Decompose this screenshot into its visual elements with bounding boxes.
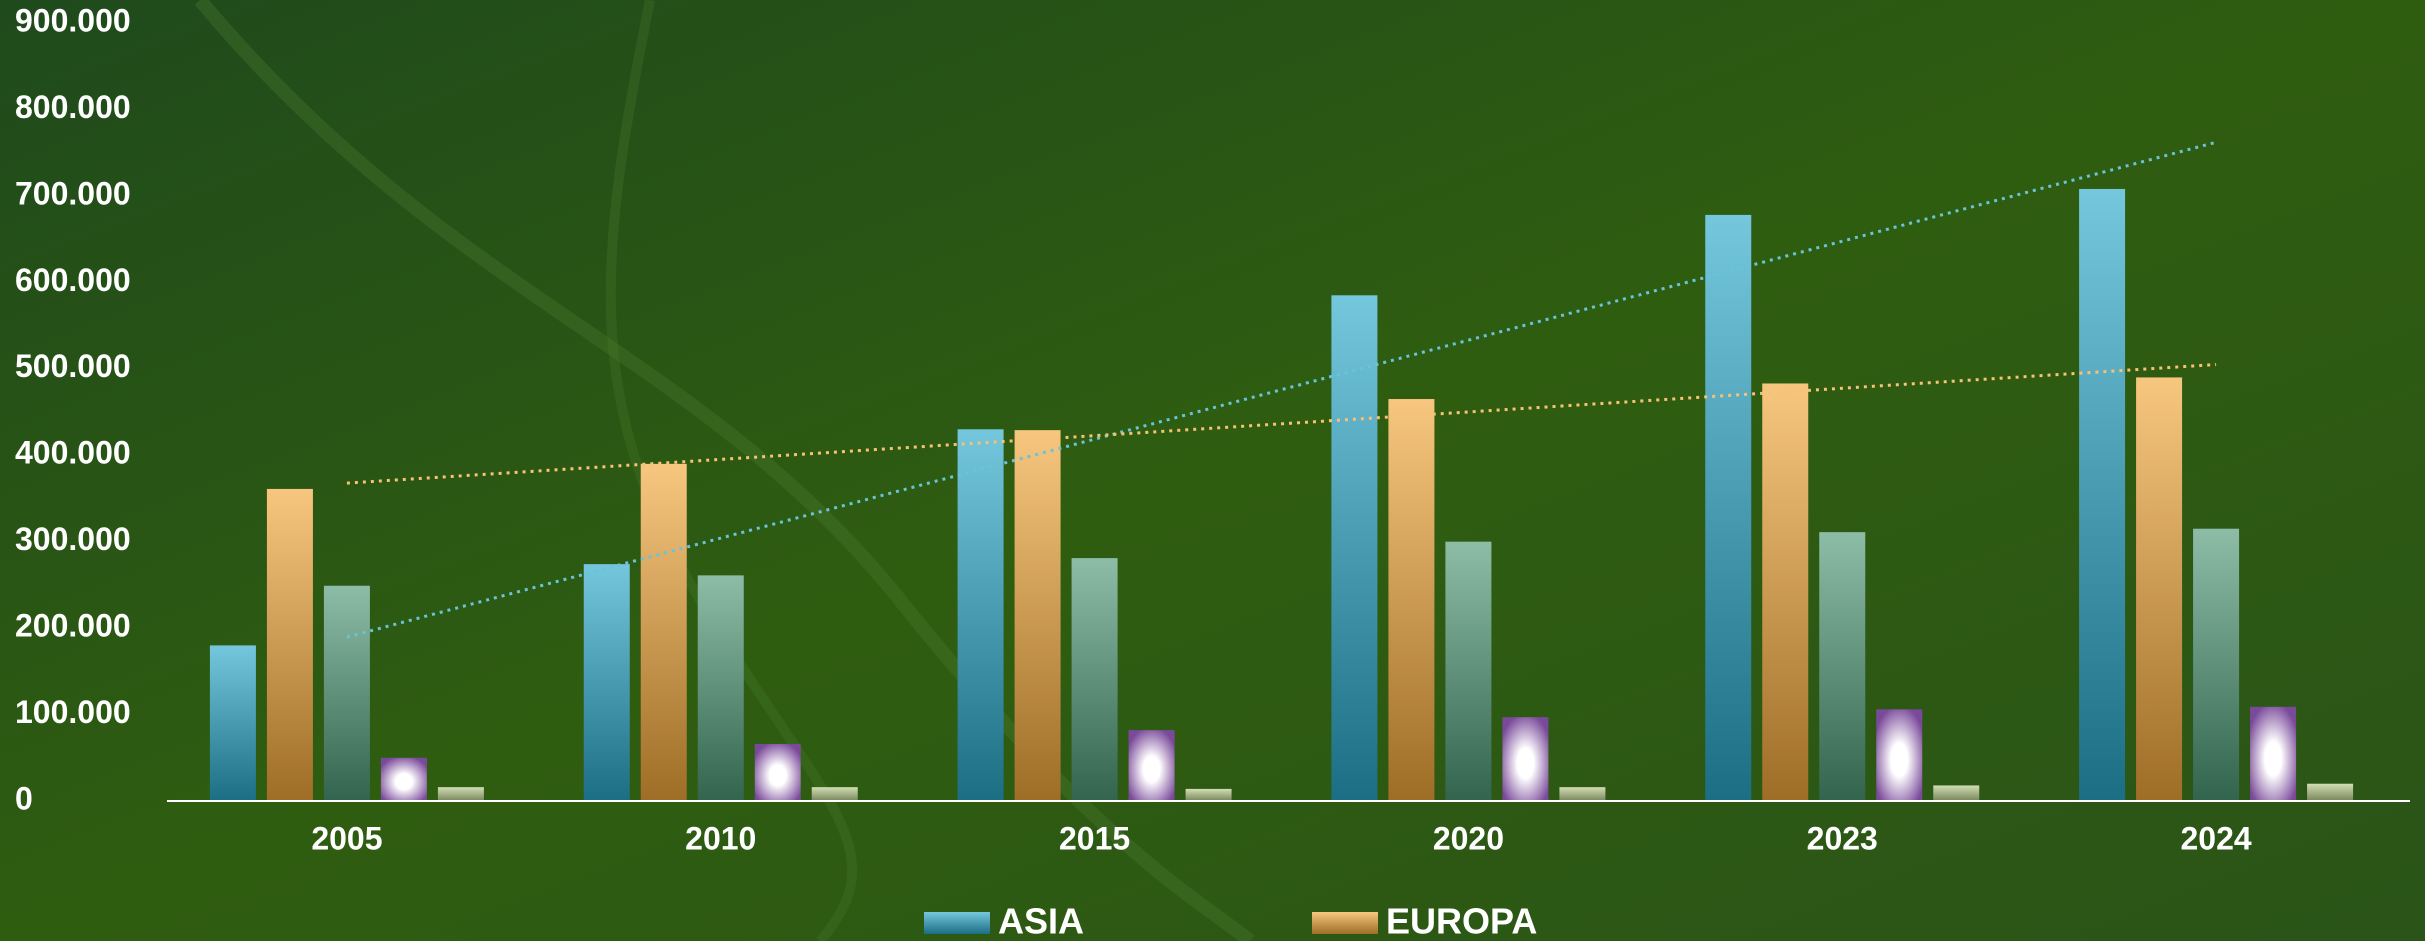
x-tick-label: 2005: [311, 820, 382, 856]
legend-swatch: [924, 912, 990, 934]
bar: [811, 787, 858, 801]
bar: [1762, 383, 1809, 801]
y-tick-label: 800.000: [15, 89, 131, 125]
bar: [754, 743, 801, 801]
bar: [380, 757, 427, 801]
bar: [2307, 783, 2354, 801]
bar: [1445, 541, 1492, 801]
bar: [323, 585, 370, 801]
y-tick-label: 100.000: [15, 694, 131, 730]
bar: [1014, 430, 1061, 801]
bar: [1388, 399, 1435, 801]
bar: [2079, 188, 2126, 801]
bar: [266, 488, 313, 801]
bar: [1128, 730, 1175, 801]
y-tick-label: 700.000: [15, 175, 131, 211]
x-tick-label: 2023: [1807, 820, 1878, 856]
x-tick-label: 2010: [685, 820, 756, 856]
decor-helix: [605, 0, 858, 941]
legend-swatch: [1312, 912, 1378, 934]
y-tick-label: 400.000: [15, 435, 131, 471]
bar: [209, 645, 256, 801]
bar: [1071, 558, 1118, 801]
trend-line: [346, 140, 2217, 639]
y-tick-label: 900.000: [15, 2, 131, 38]
bar: [697, 575, 744, 801]
bar: [1705, 214, 1752, 801]
trend-line: [346, 363, 2217, 485]
bar: [640, 463, 687, 801]
bar: [1185, 788, 1232, 801]
bar: [2250, 706, 2297, 801]
y-tick-label: 200.000: [15, 608, 131, 644]
y-tick-label: 300.000: [15, 521, 131, 557]
x-tick-label: 2024: [2180, 820, 2251, 856]
y-tick-label: 600.000: [15, 262, 131, 298]
bar: [957, 429, 1004, 801]
bar: [2193, 528, 2240, 801]
bar: [1559, 787, 1606, 801]
legend-label: EUROPA: [1386, 901, 1537, 941]
bar: [1876, 709, 1923, 801]
y-tick-label: 0: [15, 780, 33, 816]
bar: [583, 564, 630, 801]
y-tick-label: 500.000: [15, 348, 131, 384]
legend-label: ASIA: [998, 901, 1084, 941]
bar: [437, 787, 484, 801]
x-tick-label: 2015: [1059, 820, 1130, 856]
bar: [1331, 295, 1378, 801]
x-tick-label: 2020: [1433, 820, 1504, 856]
bar: [1933, 785, 1980, 801]
bar: [2136, 377, 2183, 801]
bar: [1502, 717, 1549, 801]
decor-helix: [194, 0, 1255, 941]
bar: [1819, 532, 1866, 801]
